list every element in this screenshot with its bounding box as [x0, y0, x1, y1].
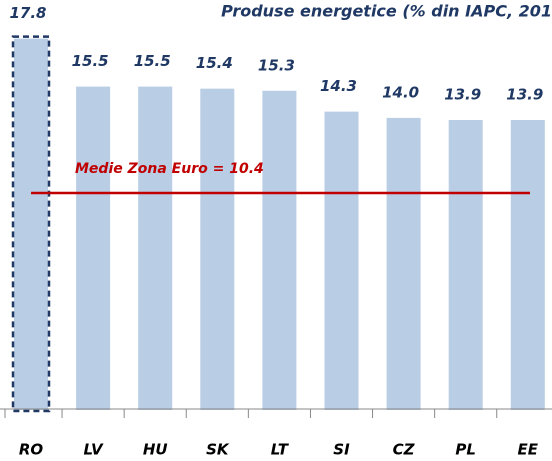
x-tick-label: EE: [518, 441, 539, 459]
bar: [510, 119, 545, 411]
bar: [262, 90, 297, 410]
bar: [448, 119, 483, 411]
bar: [76, 86, 111, 410]
value-label: 14.3: [320, 77, 357, 95]
x-tick-label: LV: [84, 441, 104, 459]
value-label: 15.5: [134, 52, 171, 70]
value-label: 13.9: [444, 85, 481, 103]
bar: [386, 117, 421, 411]
bar: [200, 88, 235, 410]
bar: [324, 111, 359, 410]
value-label: 14.0: [382, 83, 419, 101]
x-tick-label: RO: [19, 441, 44, 459]
value-label: 15.4: [196, 54, 233, 72]
x-tick-label: SK: [206, 441, 230, 459]
x-tick-label: LT: [271, 441, 290, 459]
x-tick-label: SI: [333, 441, 350, 459]
x-tick-label: HU: [143, 441, 168, 459]
value-label: 15.3: [258, 56, 295, 74]
value-label: 15.5: [72, 52, 109, 70]
highlight-box: [11, 35, 51, 413]
value-label: 17.8: [9, 4, 46, 22]
chart-title: Produse energetice (% din IAPC, 201: [221, 2, 552, 21]
value-label: 13.9: [506, 85, 543, 103]
bar: [14, 38, 48, 410]
bar: [138, 86, 173, 410]
x-tick-label: CZ: [393, 441, 416, 459]
reference-label: Medie Zona Euro = 10.4: [75, 161, 264, 177]
x-tick-label: PL: [455, 441, 476, 459]
